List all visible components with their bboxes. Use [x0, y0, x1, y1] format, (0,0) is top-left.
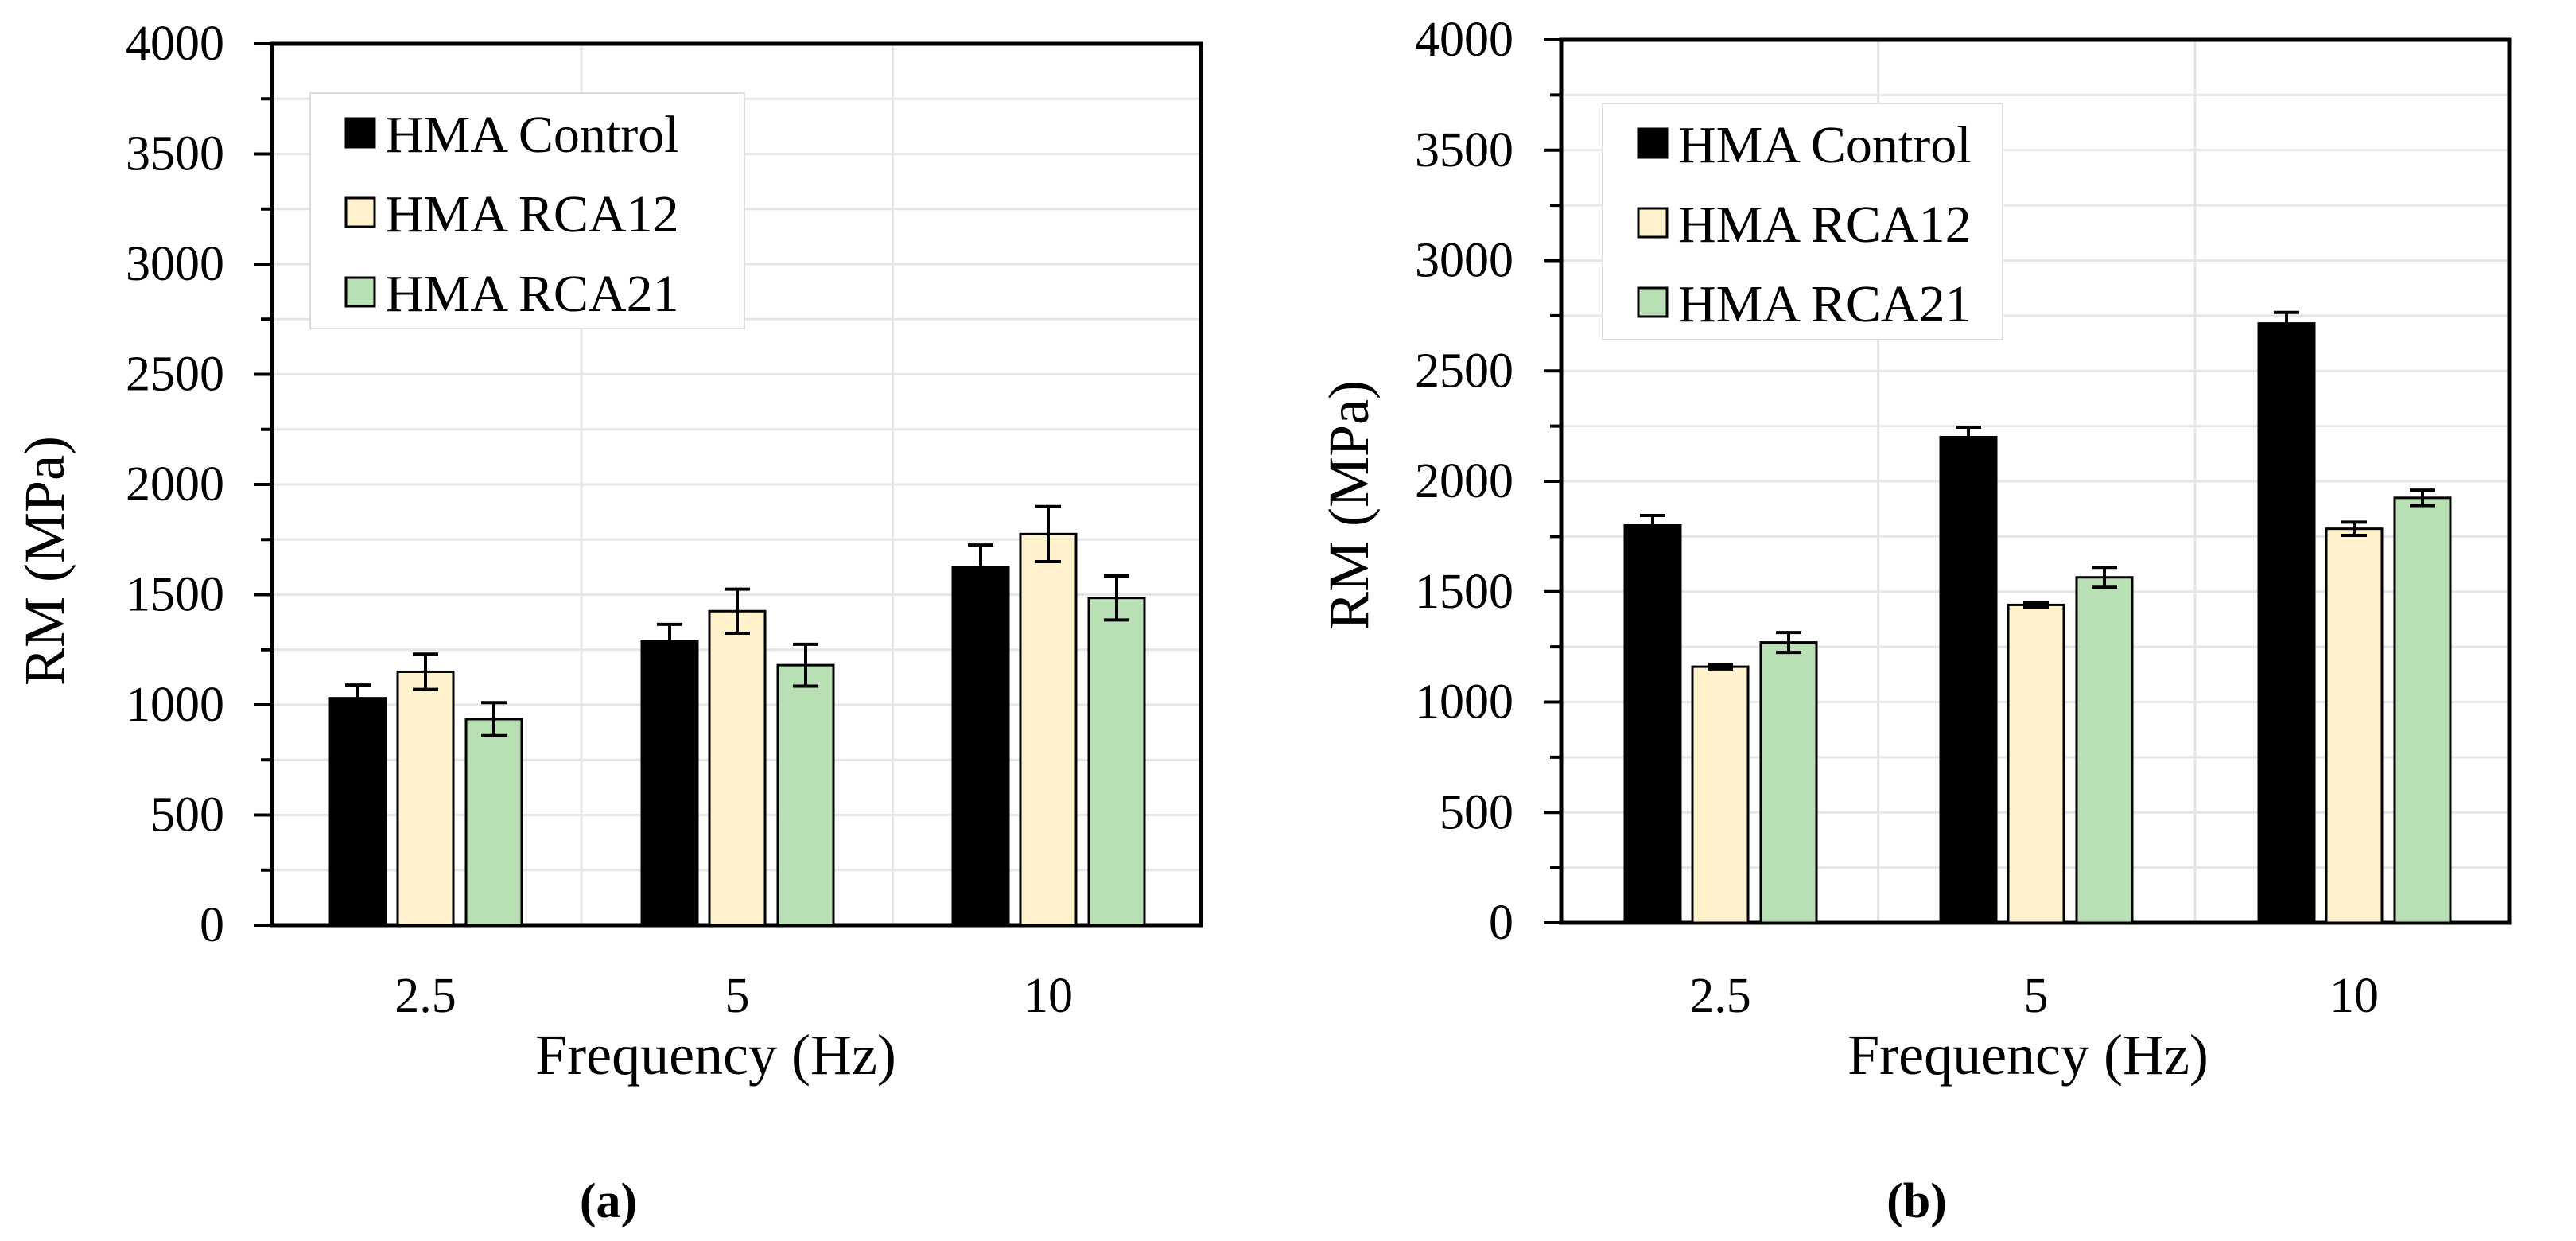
legend-swatch [344, 117, 376, 149]
y-axis-label: RM (MPa) [13, 436, 76, 686]
error-bar [2023, 601, 2049, 609]
bar-hma-rca21 [1087, 597, 1146, 927]
panel-caption: (a) [580, 1174, 637, 1228]
error-bar [1708, 663, 1733, 671]
error-bar [2341, 520, 2367, 537]
bar-hma-control [2257, 322, 2316, 924]
legend-swatch [344, 276, 376, 308]
panel-caption: (b) [1886, 1174, 1947, 1228]
bar-hma-rca12 [708, 609, 767, 927]
legend: HMA Control HMA RCA12 HMA RCA21 [1602, 103, 2003, 340]
legend-swatch [344, 196, 376, 228]
bar-hma-control [1623, 524, 1682, 924]
legend-swatch [1637, 207, 1669, 239]
bar-hma-rca21 [2075, 576, 2134, 924]
bar-hma-control [951, 566, 1010, 927]
x-tick-label: 2.5 [394, 969, 457, 1023]
y-tick-label: 1500 [1415, 565, 1513, 619]
y-tick-label: 1500 [126, 568, 224, 622]
y-tick-label: 500 [1440, 785, 1513, 839]
bar-hma-rca12 [1019, 532, 1078, 927]
chart-panel-b: 0 500 1000 1500 2000 2500 3000 3500 4000 2.5 5 10 Fr… [1317, 13, 2512, 1228]
legend-swatch [1637, 286, 1669, 318]
bar-hma-rca21 [776, 663, 835, 927]
x-tick-label: 10 [1024, 969, 1073, 1023]
error-bar [968, 543, 993, 591]
bar-hma-control [1939, 436, 1998, 924]
legend-swatch [1637, 127, 1669, 159]
x-tick-label: 10 [2329, 969, 2379, 1023]
error-bar [413, 652, 438, 691]
y-tick-label: 500 [150, 788, 224, 842]
bar-hma-rca21 [1759, 641, 1818, 924]
legend-label: HMA RCA21 [1678, 275, 1972, 333]
y-tick-label: 1000 [1415, 675, 1513, 729]
legend-label: HMA Control [386, 106, 679, 164]
y-tick-label: 1000 [126, 678, 224, 732]
legend-label: HMA Control [1678, 116, 1972, 174]
bar-hma-control [640, 640, 699, 927]
legend-label: HMA RCA12 [386, 185, 679, 243]
error-bar [1104, 574, 1129, 622]
bar-hma-rca12 [2325, 527, 2384, 924]
y-tick-label: 4000 [1415, 13, 1513, 67]
legend-box [1602, 103, 2003, 340]
y-tick-label: 3500 [126, 127, 224, 181]
legend-label: HMA RCA12 [1678, 196, 1972, 254]
legend-label: HMA RCA21 [386, 265, 679, 323]
error-bar [1640, 514, 1665, 537]
x-tick-label: 2.5 [1689, 969, 1751, 1023]
error-bar [345, 683, 371, 714]
bar-hma-rca12 [1691, 665, 1750, 924]
x-axis-label: Frequency (Hz) [535, 1023, 896, 1087]
x-tick-label: 5 [2024, 969, 2049, 1023]
bar-hma-rca21 [464, 718, 523, 927]
bar-hma-rca12 [2007, 603, 2065, 924]
y-tick-label: 3000 [1415, 234, 1513, 288]
y-axis-label: RM (MPa) [1317, 380, 1381, 630]
y-tick-label: 2500 [126, 348, 224, 402]
error-bar [725, 587, 750, 635]
y-tick-label: 0 [200, 898, 224, 952]
error-bar [1956, 426, 1981, 449]
x-axis-label: Frequency (Hz) [1847, 1023, 2209, 1087]
y-tick-label: 4000 [126, 17, 224, 71]
error-bar [481, 701, 507, 737]
error-bar [2410, 488, 2435, 508]
error-bar [657, 622, 682, 659]
y-tick-label: 2500 [1415, 344, 1513, 398]
y-tick-label: 3500 [1415, 123, 1513, 177]
x-tick-label: 5 [725, 969, 750, 1023]
bar-hma-rca12 [396, 670, 455, 927]
error-bar [1776, 631, 1801, 655]
bar-hma-rca21 [2393, 496, 2452, 924]
y-tick-label: 0 [1489, 896, 1513, 950]
chart-panel-a: 0 500 1000 1500 2000 2500 3000 3500 4000 2.5 5 10 Fr… [13, 17, 1203, 1228]
legend-box [309, 92, 745, 329]
error-bar [793, 642, 818, 688]
y-tick-label: 2000 [126, 457, 224, 512]
error-bar [2274, 310, 2299, 337]
y-tick-label: 2000 [1415, 454, 1513, 508]
error-bar [2092, 566, 2117, 589]
y-tick-label: 3000 [126, 237, 224, 291]
error-bar [1035, 504, 1061, 563]
legend: HMA Control HMA RCA12 HMA RCA21 [309, 92, 745, 329]
bar-hma-control [328, 697, 387, 927]
